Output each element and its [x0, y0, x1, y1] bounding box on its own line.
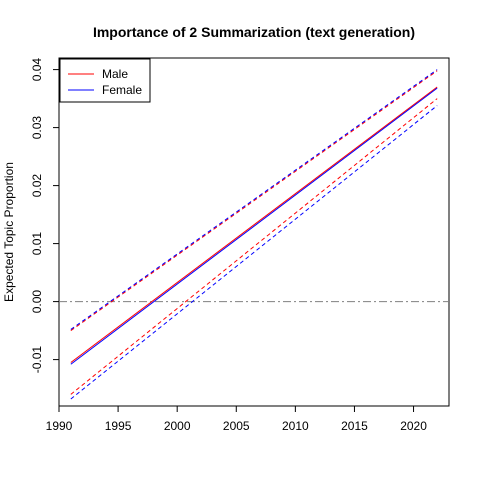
series-lines — [71, 70, 437, 399]
x-tick-label: 2000 — [164, 419, 191, 433]
male-estimate-line — [71, 87, 437, 363]
y-axis: -0.01 0.00 0.01 0.02 0.03 0.04 — [30, 58, 59, 374]
x-tick-label: 2010 — [282, 419, 309, 433]
legend-label-male: Male — [102, 67, 128, 81]
female-estimate-line — [71, 88, 437, 364]
y-tick-label: -0.01 — [30, 346, 44, 374]
y-tick-label: 0.04 — [30, 58, 44, 82]
x-tick-label: 2005 — [223, 419, 250, 433]
x-tick-label: 2015 — [341, 419, 368, 433]
y-tick-label: 0.03 — [30, 116, 44, 140]
x-tick-label: 1995 — [105, 419, 132, 433]
legend: Male Female — [60, 59, 150, 102]
y-tick-label: 0.00 — [30, 290, 44, 314]
female-lower-bound-line — [71, 106, 437, 399]
x-axis: 1990 1995 2000 2005 2010 2015 2020 — [46, 406, 428, 433]
male-upper-bound-line — [71, 71, 437, 331]
legend-label-female: Female — [102, 83, 142, 97]
x-tick-label: 2020 — [400, 419, 427, 433]
y-axis-label: Expected Topic Proportion — [2, 162, 16, 302]
x-tick-label: 1990 — [46, 419, 73, 433]
plot-frame — [59, 58, 449, 406]
male-lower-bound-line — [71, 99, 437, 395]
y-tick-label: 0.01 — [30, 232, 44, 256]
chart-title: Importance of 2 Summarization (text gene… — [93, 24, 415, 40]
y-tick-label: 0.02 — [30, 174, 44, 198]
female-upper-bound-line — [71, 70, 437, 330]
